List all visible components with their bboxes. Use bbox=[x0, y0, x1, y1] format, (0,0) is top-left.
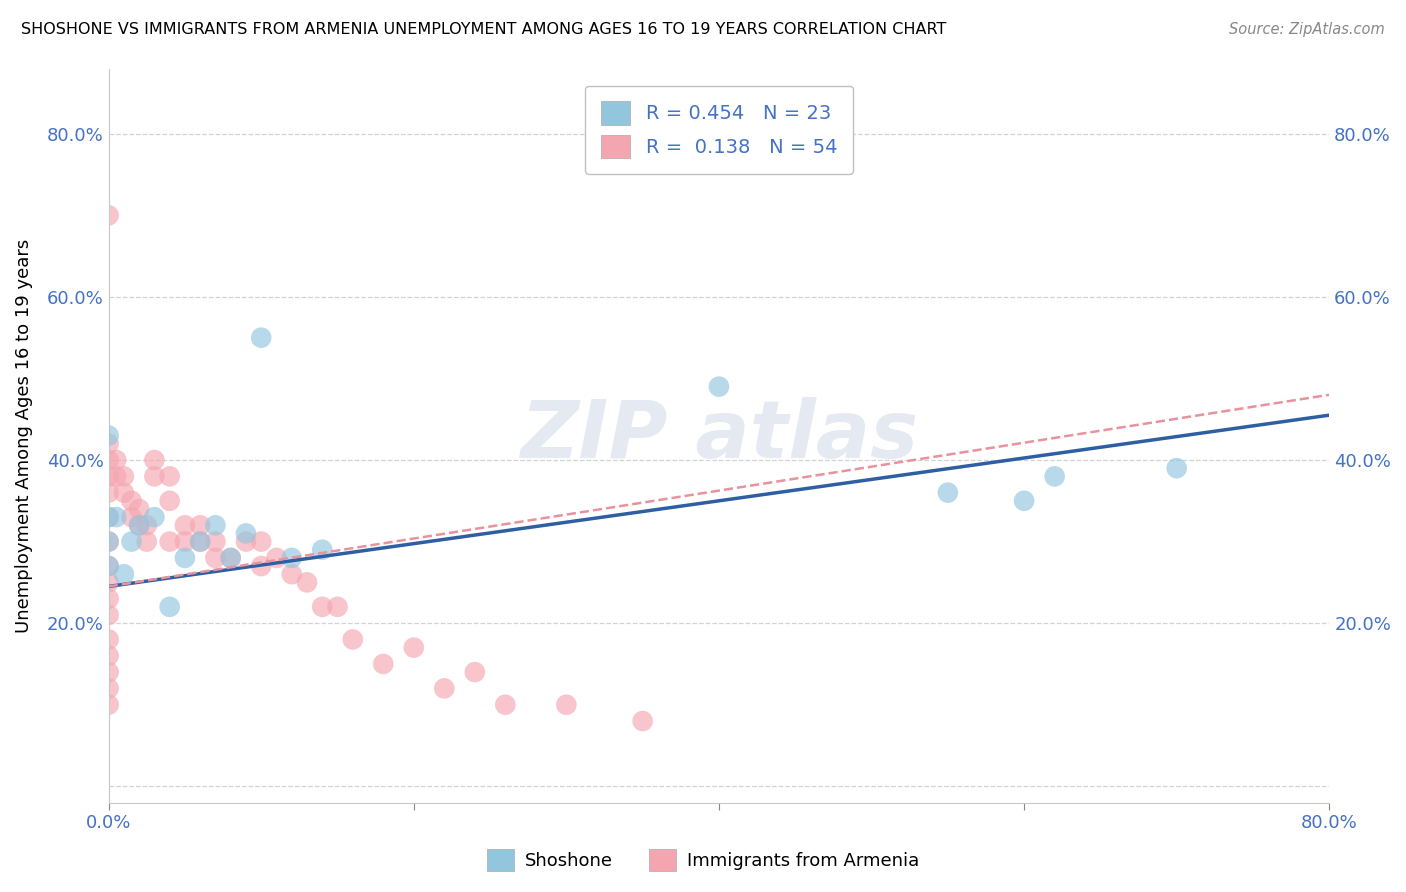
Point bbox=[707, 379, 730, 393]
Point bbox=[250, 331, 273, 345]
Point bbox=[174, 534, 197, 549]
Text: ZIP atlas: ZIP atlas bbox=[520, 397, 918, 475]
Point bbox=[135, 534, 157, 549]
Point bbox=[936, 485, 959, 500]
Point bbox=[97, 534, 120, 549]
Point bbox=[135, 518, 157, 533]
Legend: Shoshone, Immigrants from Armenia: Shoshone, Immigrants from Armenia bbox=[479, 842, 927, 879]
Point bbox=[97, 607, 120, 622]
Point bbox=[494, 698, 516, 712]
Point bbox=[1166, 461, 1188, 475]
Point bbox=[1012, 493, 1035, 508]
Point bbox=[159, 493, 181, 508]
Point bbox=[97, 510, 120, 524]
Point bbox=[280, 567, 302, 582]
Point bbox=[373, 657, 395, 671]
Point bbox=[342, 632, 364, 647]
Point bbox=[97, 681, 120, 696]
Point bbox=[280, 550, 302, 565]
Point bbox=[112, 567, 135, 582]
Point bbox=[235, 534, 257, 549]
Point bbox=[97, 559, 120, 574]
Y-axis label: Unemployment Among Ages 16 to 19 years: Unemployment Among Ages 16 to 19 years bbox=[15, 238, 32, 632]
Point bbox=[311, 599, 333, 614]
Point bbox=[105, 469, 128, 483]
Point bbox=[174, 518, 197, 533]
Point bbox=[219, 550, 242, 565]
Point bbox=[433, 681, 456, 696]
Point bbox=[143, 510, 166, 524]
Point bbox=[97, 510, 120, 524]
Point bbox=[326, 599, 349, 614]
Point bbox=[143, 469, 166, 483]
Point bbox=[112, 485, 135, 500]
Point bbox=[250, 534, 273, 549]
Point bbox=[204, 518, 226, 533]
Point bbox=[1043, 469, 1066, 483]
Point bbox=[97, 575, 120, 590]
Point bbox=[188, 534, 211, 549]
Point bbox=[97, 485, 120, 500]
Point bbox=[295, 575, 318, 590]
Point bbox=[250, 559, 273, 574]
Point bbox=[555, 698, 578, 712]
Point bbox=[188, 518, 211, 533]
Point bbox=[97, 665, 120, 679]
Point bbox=[121, 493, 143, 508]
Point bbox=[402, 640, 425, 655]
Legend: R = 0.454   N = 23, R =  0.138   N = 54: R = 0.454 N = 23, R = 0.138 N = 54 bbox=[585, 86, 852, 174]
Point bbox=[97, 559, 120, 574]
Point bbox=[174, 550, 197, 565]
Point bbox=[97, 469, 120, 483]
Point bbox=[97, 436, 120, 450]
Point bbox=[204, 534, 226, 549]
Point bbox=[235, 526, 257, 541]
Text: SHOSHONE VS IMMIGRANTS FROM ARMENIA UNEMPLOYMENT AMONG AGES 16 TO 19 YEARS CORRE: SHOSHONE VS IMMIGRANTS FROM ARMENIA UNEM… bbox=[21, 22, 946, 37]
Point bbox=[159, 469, 181, 483]
Point bbox=[112, 469, 135, 483]
Point bbox=[97, 632, 120, 647]
Point bbox=[121, 510, 143, 524]
Point bbox=[97, 698, 120, 712]
Point bbox=[204, 550, 226, 565]
Point bbox=[464, 665, 486, 679]
Point bbox=[97, 648, 120, 663]
Point bbox=[97, 428, 120, 442]
Point bbox=[105, 510, 128, 524]
Point bbox=[97, 208, 120, 222]
Point bbox=[128, 502, 150, 516]
Point bbox=[219, 550, 242, 565]
Point bbox=[159, 534, 181, 549]
Point bbox=[631, 714, 654, 728]
Point bbox=[105, 453, 128, 467]
Point bbox=[128, 518, 150, 533]
Point bbox=[143, 453, 166, 467]
Point bbox=[97, 534, 120, 549]
Point bbox=[97, 591, 120, 606]
Point bbox=[266, 550, 288, 565]
Point bbox=[159, 599, 181, 614]
Point bbox=[188, 534, 211, 549]
Point bbox=[128, 518, 150, 533]
Point bbox=[121, 534, 143, 549]
Text: Source: ZipAtlas.com: Source: ZipAtlas.com bbox=[1229, 22, 1385, 37]
Point bbox=[97, 453, 120, 467]
Point bbox=[311, 542, 333, 557]
